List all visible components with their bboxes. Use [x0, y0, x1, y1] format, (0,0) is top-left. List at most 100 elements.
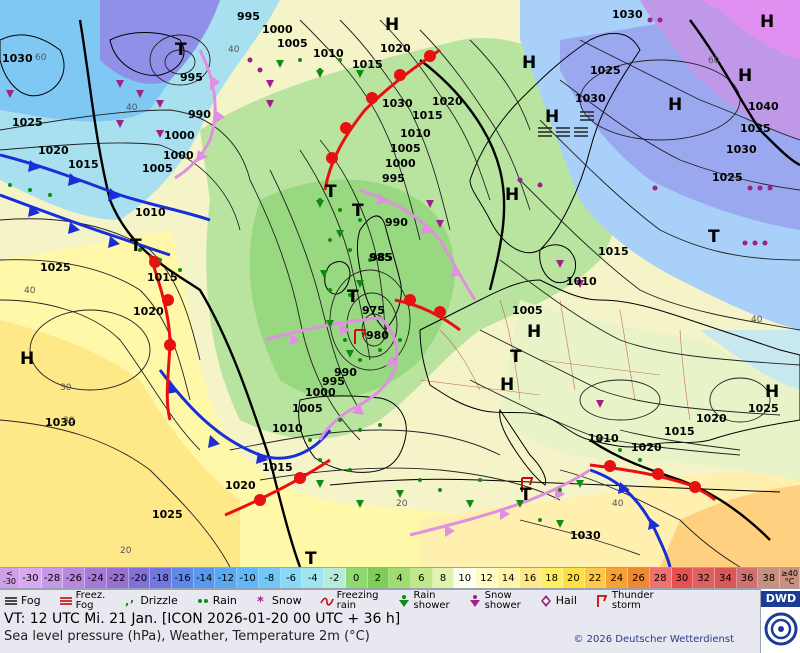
legend-item-fog: Fog — [4, 594, 41, 608]
svg-text:1030: 1030 — [612, 8, 643, 21]
legend-label: Freezing rain — [336, 590, 379, 611]
svg-text:T: T — [520, 485, 532, 505]
colorbar-cell: -16 — [172, 568, 194, 588]
weather-legend: Fog Freez. Fog,, Drizzle Rain * Snow Freezing … — [0, 589, 760, 612]
info-panel: VT: 12 UTC Mi. 21 Jan. [ICON 2026-01-20 … — [0, 611, 760, 653]
svg-text:1020: 1020 — [696, 412, 727, 425]
svg-text:T: T — [347, 287, 359, 307]
svg-text:985: 985 — [369, 251, 392, 264]
isobar-labels: 995 1000 1005 1010 1020 1030 1025 1015 1… — [2, 8, 779, 542]
legend-label: Hail — [555, 594, 577, 607]
dwd-swirl-icon — [764, 612, 798, 646]
svg-text:990: 990 — [188, 108, 211, 121]
thunderstorm-icon — [595, 594, 609, 608]
cold-front-main — [158, 369, 332, 464]
colorbar-cell: 18 — [541, 568, 563, 588]
svg-text:1015: 1015 — [412, 109, 443, 122]
map-canvas: H H H H H H H H H H H T T T T T T T T T … — [0, 0, 800, 567]
svg-text:1030: 1030 — [382, 97, 413, 110]
svg-text:H: H — [527, 322, 541, 342]
legend-item-thunderstorm: Thunder storm — [595, 591, 654, 611]
svg-text:T: T — [325, 182, 337, 202]
colorbar-cell: -12 — [215, 568, 238, 588]
dwd-logo-text: DWD — [761, 591, 800, 607]
svg-text:1000: 1000 — [262, 23, 293, 36]
svg-text:1025: 1025 — [152, 508, 183, 521]
colorbar-cell: -6 — [280, 568, 303, 588]
colorbar-cell: -20 — [128, 568, 151, 588]
weather-symbols-shower — [276, 60, 584, 528]
svg-text:1015: 1015 — [262, 461, 293, 474]
pressure-centers: H H H H H H H H H H H T T T T T T T T T — [20, 12, 779, 567]
svg-text:1000: 1000 — [163, 149, 194, 162]
rain-icon — [196, 594, 210, 608]
rain-shower-icon — [397, 594, 411, 608]
svg-text:30: 30 — [63, 416, 75, 426]
colorbar-low-end: < -30 — [0, 568, 20, 588]
svg-text:20: 20 — [120, 546, 132, 556]
colorbar-cell: 24 — [606, 568, 629, 588]
map-description: Sea level pressure (hPa), Weather, Tempe… — [4, 629, 370, 644]
drizzle-icon: ,, — [123, 592, 137, 608]
thunderstorm-symbols — [354, 329, 534, 492]
colorbar-cell: 12 — [476, 568, 498, 588]
legend-label: Thunder storm — [611, 590, 654, 611]
snow-shower-icon — [468, 594, 482, 608]
svg-text:H: H — [505, 185, 519, 205]
svg-text:1025: 1025 — [748, 402, 779, 415]
temp-zone-east-cool — [700, 330, 800, 390]
svg-text:1000: 1000 — [305, 386, 336, 399]
legend-item-snow-shower: Snow shower — [468, 591, 521, 611]
legend-label: Snow — [271, 594, 302, 607]
svg-text:1005: 1005 — [390, 142, 421, 155]
svg-text:995: 995 — [382, 172, 405, 185]
svg-text:1020: 1020 — [133, 305, 164, 318]
colorbar-cell: 34 — [715, 568, 737, 588]
svg-text:H: H — [20, 349, 34, 369]
temperature-labels: 40 30 20 40 60 40 20 40 60 40 30 — [24, 45, 763, 556]
legend-label: Drizzle — [140, 594, 178, 607]
legend-label: Snow shower — [484, 590, 521, 611]
occluded-front-low — [264, 316, 399, 441]
warm-front-west — [148, 254, 176, 421]
freezing-rain-icon — [319, 594, 334, 608]
svg-text:1025: 1025 — [712, 171, 743, 184]
svg-text:1025: 1025 — [590, 64, 621, 77]
legend-label: Rain shower — [413, 590, 450, 611]
colorbar-cell: 10 — [454, 568, 477, 588]
occluded-front-central — [359, 188, 477, 301]
svg-text:H: H — [765, 382, 779, 402]
fog-symbols — [538, 111, 594, 137]
svg-text:990: 990 — [385, 216, 408, 229]
temp-zone-warmer — [0, 320, 240, 567]
svg-text:T: T — [130, 236, 142, 256]
isobars — [0, 19, 800, 567]
colorbar-cell: 26 — [628, 568, 650, 588]
colorbar-cell: 0 — [345, 568, 368, 588]
svg-text:H: H — [522, 53, 536, 73]
weather-map: H H H H H H H H H H H T T T T T T T T T … — [0, 0, 800, 567]
warm-front-main — [323, 48, 441, 191]
colorbar-cell: 14 — [497, 568, 520, 588]
cold-front-west2 — [0, 193, 171, 257]
svg-text:985: 985 — [370, 251, 393, 264]
colorbar-cell: -10 — [237, 568, 259, 588]
occluded-front-north — [174, 49, 225, 180]
svg-text:1010: 1010 — [272, 422, 303, 435]
legend-label: Freez. Fog — [75, 590, 106, 611]
svg-text:1005: 1005 — [142, 162, 173, 175]
svg-text:1010: 1010 — [400, 127, 431, 140]
weather-symbols-rain — [8, 58, 642, 522]
colorbar-cell: -18 — [150, 568, 173, 588]
svg-text:40: 40 — [24, 286, 36, 296]
legend-item-rain-shower: Rain shower — [397, 591, 450, 611]
colorbar-cell: -28 — [41, 568, 64, 588]
colorbar-cell: 8 — [432, 568, 455, 588]
legend-item-freezing-rain: Freezing rain — [319, 590, 379, 611]
svg-text:T: T — [305, 549, 317, 567]
svg-text:975: 975 — [362, 304, 385, 317]
svg-text:1005: 1005 — [277, 37, 308, 50]
legend-item-freezing-fog: Freez. Fog — [59, 590, 106, 611]
occluded-front-south — [409, 468, 591, 537]
svg-text:995: 995 — [180, 71, 203, 84]
